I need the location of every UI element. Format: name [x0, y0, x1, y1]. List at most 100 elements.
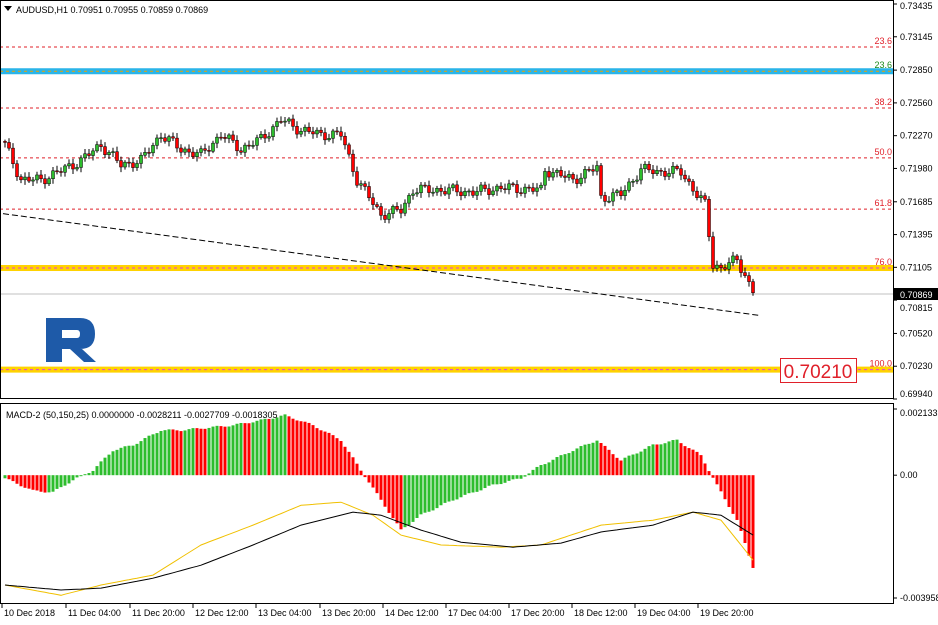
macd-histogram-bar [507, 475, 511, 481]
candle-body [39, 174, 43, 179]
macd-histogram-bar [419, 475, 423, 515]
candle-body [183, 148, 187, 153]
candle-body [171, 136, 175, 139]
candle-body [67, 163, 71, 167]
candle-body [259, 134, 263, 138]
macd-histogram-bar [399, 475, 403, 530]
macd-histogram-bar [11, 475, 15, 482]
candle-body [735, 255, 739, 261]
candle-body [351, 153, 355, 172]
candle-body [487, 188, 491, 195]
time-tick-label: 11 Dec 04:00 [68, 608, 121, 618]
candle-body [519, 192, 523, 194]
candle-body [163, 137, 167, 142]
macd-histogram-bar [467, 475, 471, 494]
candle-body [523, 186, 527, 194]
macd-histogram-bar [75, 475, 79, 478]
candle-body [615, 190, 619, 193]
candle-body [327, 138, 331, 141]
macd-histogram-bar [35, 475, 39, 491]
triangle-down-icon[interactable] [4, 6, 12, 11]
macd-histogram-bar [375, 475, 379, 494]
candle-body [687, 178, 691, 182]
candle-body [683, 174, 687, 180]
candle-body [211, 142, 215, 152]
candle-body [651, 169, 655, 174]
macd-histogram-bar [431, 475, 435, 511]
candle-body [243, 144, 247, 153]
fib-label: 38.2 [874, 97, 892, 107]
candle-body [415, 192, 419, 195]
candle-body [447, 187, 451, 195]
candle-body [123, 161, 127, 168]
macd-histogram-bar [135, 443, 139, 476]
candle-body [399, 209, 403, 214]
macd-histogram-bar [123, 446, 127, 476]
macd-histogram-bar [631, 454, 635, 476]
price-tick-label: 0.70520 [900, 328, 933, 338]
candle-body [563, 175, 567, 178]
macd-histogram-bar [543, 464, 547, 476]
candle-body [639, 168, 643, 181]
macd-histogram-bar [391, 475, 395, 519]
candle-body [427, 185, 431, 193]
time-tick-label: 11 Dec 20:00 [132, 608, 185, 618]
candle-body [467, 190, 471, 193]
macd-histogram-bar [739, 475, 743, 531]
macd-histogram-bar [475, 475, 479, 492]
price-panel[interactable]: 0.73435 0.73145 0.72850 0.72560 0.72270 0.719… [0, 1, 938, 400]
macd-histogram-bar [39, 475, 43, 492]
macd-panel[interactable]: 10 Dec 2018 11 Dec 04:00 11 Dec 20:00 12 De… [1, 408, 938, 618]
macd-histogram-bar [459, 475, 463, 498]
macd-histogram-bar [711, 475, 715, 478]
candle-body [91, 150, 95, 156]
macd-histogram-bar [31, 475, 35, 490]
candle-body [15, 163, 19, 177]
candle-body [619, 190, 623, 197]
candle-body [167, 136, 171, 142]
candle-body [215, 136, 219, 144]
macd-histogram-bar [83, 474, 87, 476]
fib-label: 23.6 [874, 60, 892, 70]
macd-histogram-bar [159, 431, 163, 476]
macd-histogram-bar [95, 466, 99, 476]
candle-body [751, 281, 755, 294]
macd-histogram-bar [579, 446, 583, 476]
macd-histogram-bar [131, 445, 135, 476]
candle-body [115, 151, 119, 161]
candle-body [435, 187, 439, 193]
macd-histogram-bar [679, 443, 683, 476]
macd-histogram-bar [299, 421, 303, 476]
macd-histogram-bar [247, 423, 251, 476]
candle-body [287, 118, 291, 122]
macd-histogram-bar [511, 475, 515, 480]
macd-histogram-bar [567, 453, 571, 476]
candle-body [407, 195, 411, 204]
candle-body [371, 197, 375, 205]
candle-body [595, 165, 599, 172]
candle-body [247, 144, 251, 147]
macd-histogram-bar [683, 446, 687, 476]
candle-body [663, 170, 667, 177]
macd-histogram-bar [323, 431, 327, 476]
macd-histogram-bar [639, 451, 643, 476]
candle-body [83, 153, 87, 159]
price-tick-label: 0.71980 [900, 163, 933, 173]
macd-histogram-bar [43, 475, 47, 493]
candle-body [119, 160, 123, 168]
current-price-box [894, 288, 938, 301]
signal-line [4, 501, 754, 596]
candle-body [75, 167, 79, 170]
macd-histogram-bar [675, 439, 679, 476]
macd-histogram-bar [111, 451, 115, 476]
candle-body [3, 141, 7, 143]
candle-body [499, 185, 503, 189]
macd-histogram-bar [491, 475, 495, 485]
macd-histogram-bar [595, 440, 599, 476]
candle-body [291, 118, 295, 127]
time-tick-label: 18 Dec 12:00 [574, 608, 628, 618]
candle-body [551, 172, 555, 178]
candle-body [375, 204, 379, 207]
macd-histogram-bar [499, 475, 503, 485]
